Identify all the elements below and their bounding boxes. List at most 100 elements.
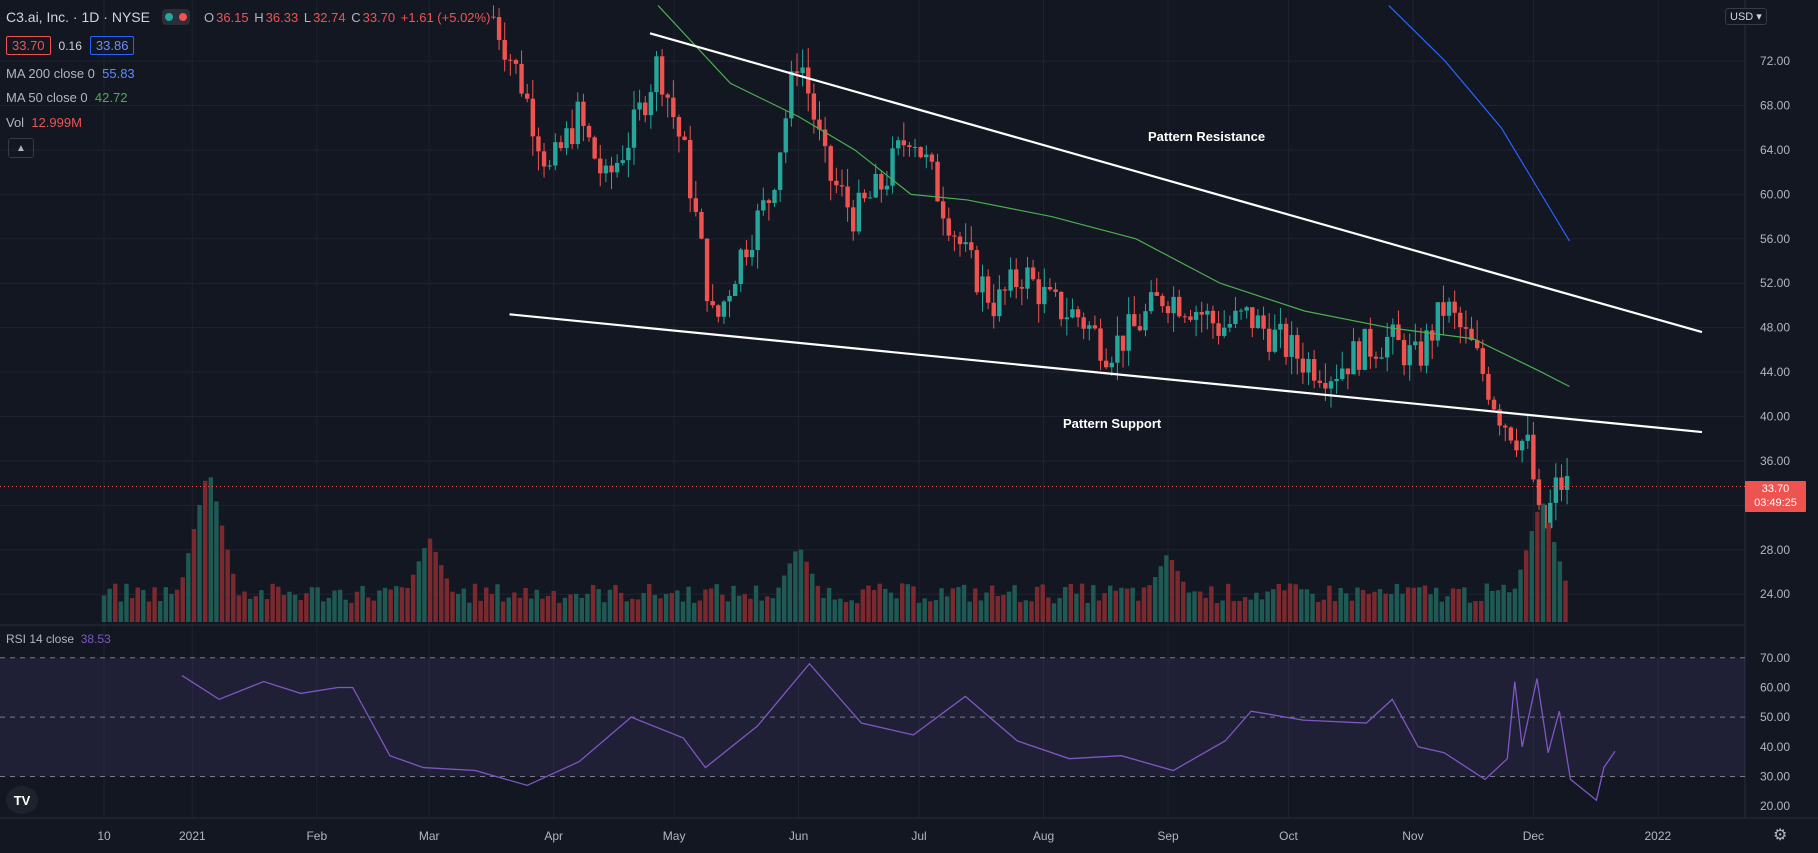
candle-body	[1070, 309, 1075, 318]
volume-bar	[1029, 601, 1034, 622]
volume-bar	[669, 592, 674, 622]
volume-bar	[871, 589, 877, 622]
candle-body	[1418, 341, 1424, 366]
candle-body	[997, 289, 1002, 317]
time-tick-label: Apr	[544, 829, 563, 843]
volume-bar	[388, 589, 393, 622]
candle-body	[1182, 316, 1188, 318]
candle-body	[699, 211, 704, 239]
symbol-title[interactable]: C3.ai, Inc. · 1D · NYSE	[6, 9, 150, 25]
candle-body	[1379, 357, 1384, 359]
volume-bar	[1113, 590, 1118, 622]
volume-bar	[1197, 591, 1203, 622]
candle-body	[884, 185, 890, 190]
volume-bar	[231, 573, 236, 622]
ma50-legend[interactable]: MA 50 close 0 42.72	[6, 90, 128, 105]
candle-body	[890, 148, 895, 186]
time-tick-label: 2022	[1644, 829, 1671, 843]
volume-bar	[613, 584, 618, 622]
volume-bar	[832, 599, 837, 622]
candle-body	[1272, 329, 1277, 352]
volume-bar	[703, 589, 708, 622]
rsi-legend[interactable]: RSI 14 close 38.53	[6, 632, 111, 646]
volume-bar	[916, 602, 922, 622]
candle-body	[907, 145, 912, 148]
currency-selector[interactable]: USD ▾	[1725, 8, 1767, 25]
volume-bar	[1512, 588, 1518, 622]
volume-bar	[1473, 601, 1478, 622]
volume-bar	[602, 602, 607, 622]
volume-bar	[877, 583, 882, 622]
volume-bar	[1102, 593, 1107, 622]
volume-bar	[658, 598, 663, 622]
volume-legend[interactable]: Vol 12.999M	[6, 115, 82, 130]
volume-bar	[1051, 603, 1057, 622]
candle-body	[569, 128, 575, 145]
volume-bar	[1242, 597, 1248, 622]
volume-bar	[529, 598, 534, 622]
candle-body	[1503, 425, 1508, 428]
volume-bar	[776, 587, 781, 622]
candle-body	[755, 210, 760, 250]
volume-bar	[911, 586, 916, 622]
candle-body	[727, 295, 732, 302]
candle-body	[1548, 502, 1553, 529]
volume-bar	[736, 595, 742, 622]
quote-boxes: 33.70 0.16 33.86	[6, 36, 135, 55]
volume-bar	[1152, 577, 1158, 622]
volume-bar	[928, 601, 933, 622]
volume-bar	[973, 588, 978, 622]
volume-bar	[326, 597, 332, 622]
volume-bar	[798, 549, 804, 622]
visibility-toggle[interactable]	[161, 9, 190, 25]
candle-body	[873, 173, 878, 198]
volume-bar	[793, 551, 798, 622]
candle-body	[536, 136, 541, 152]
price-tick-label: 72.00	[1760, 54, 1790, 68]
ma200-legend[interactable]: MA 200 close 0 55.83	[6, 66, 135, 81]
candle-body	[1266, 328, 1272, 352]
volume-bar	[742, 594, 748, 622]
volume-bar	[984, 592, 989, 622]
volume-bar	[186, 553, 191, 622]
volume-bar	[1085, 603, 1090, 622]
price-tick-label: 24.00	[1760, 587, 1790, 601]
candle-body	[749, 249, 755, 258]
bid-button[interactable]: 33.70	[6, 36, 51, 55]
volume-bar	[787, 563, 792, 622]
volume-bar	[714, 584, 719, 622]
volume-bar	[225, 549, 230, 622]
volume-bar	[1091, 585, 1096, 622]
candle-body	[1531, 434, 1536, 480]
candle-body	[1030, 267, 1036, 280]
volume-bar	[1546, 522, 1551, 622]
candle-body	[502, 39, 507, 60]
volume-bar	[899, 583, 905, 622]
volume-bar	[1338, 587, 1343, 622]
ask-button[interactable]: 33.86	[89, 36, 135, 55]
volume-bar	[978, 600, 984, 622]
candle-body	[1356, 341, 1362, 370]
volume-bar	[652, 595, 658, 622]
down-dot-icon	[178, 13, 187, 21]
candle-body	[721, 301, 727, 317]
candle-body	[1283, 323, 1289, 357]
volume-bar	[1478, 601, 1484, 622]
volume-bar	[180, 577, 185, 622]
volume-bar	[292, 594, 298, 622]
candle-body	[1103, 360, 1109, 368]
tradingview-logo[interactable]: TV	[6, 786, 38, 814]
candle-body	[1238, 310, 1244, 312]
volume-bar	[1034, 586, 1040, 622]
candle-body	[1199, 312, 1204, 315]
candle-body	[761, 200, 766, 211]
gear-icon[interactable]: ⚙	[1773, 827, 1788, 844]
volume-bar	[1495, 590, 1501, 622]
volume-bar	[1501, 584, 1506, 622]
chevron-up-icon[interactable]: ▲	[8, 138, 34, 158]
volume-bar	[663, 593, 669, 622]
candle-body	[1008, 269, 1013, 291]
volume-bar	[708, 588, 714, 622]
candle-body	[659, 56, 665, 95]
